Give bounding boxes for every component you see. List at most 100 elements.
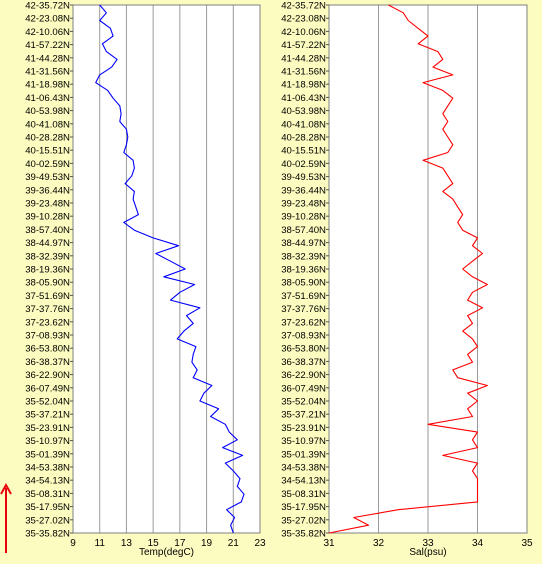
temp-y-tick-label: 35-35.82N xyxy=(25,529,70,540)
salinity-series-line xyxy=(328,4,488,534)
salinity-y-tick-label: 35-08.31N xyxy=(281,489,326,500)
salinity-y-tick-label: 35-23.91N xyxy=(281,423,326,434)
temp-y-tick-label: 37-51.69N xyxy=(25,291,70,302)
temp-y-tick-label: 39-23.48N xyxy=(25,199,70,210)
salinity-y-tick-label: 39-23.48N xyxy=(281,199,326,210)
salinity-x-tick-label: 33 xyxy=(422,538,434,549)
salinity-x-tick-label: 35 xyxy=(521,538,533,549)
temp-y-tick-label: 42-10.06N xyxy=(25,27,70,38)
temp-y-tick-label: 38-19.36N xyxy=(25,265,70,276)
temp-x-axis-label: Temp(degC) xyxy=(139,547,194,558)
temp-y-tick-label: 35-52.04N xyxy=(25,397,70,408)
temp-series-line xyxy=(95,4,245,534)
temp-x-tick-label: 11 xyxy=(95,538,106,549)
direction-arrow-head xyxy=(0,482,12,495)
salinity-y-tick-label: 39-36.44N xyxy=(281,185,326,196)
salinity-y-tick-label: 39-10.28N xyxy=(281,212,326,223)
temp-y-tick-label: 35-23.91N xyxy=(25,423,70,434)
salinity-y-tick-label: 35-01.39N xyxy=(281,449,326,460)
temp-y-tick-label: 41-18.98N xyxy=(25,80,70,91)
temp-y-tick-label: 36-38.37N xyxy=(25,357,70,368)
salinity-y-tick-label: 37-51.69N xyxy=(281,291,326,302)
salinity-y-tick-label: 40-53.98N xyxy=(281,106,326,117)
salinity-y-tick-label: 35-27.02N xyxy=(281,515,326,526)
temp-plot-area xyxy=(73,5,260,533)
temp-y-tick-label: 42-23.08N xyxy=(25,14,70,25)
salinity-y-tick-label: 36-22.90N xyxy=(281,370,326,381)
salinity-y-tick-label: 34-54.13N xyxy=(281,476,326,487)
salinity-y-tick-label: 37-23.62N xyxy=(281,317,326,328)
temp-y-tick-label: 39-10.28N xyxy=(25,212,70,223)
temp-y-tick-label: 36-07.49N xyxy=(25,383,70,394)
salinity-y-tick-label: 40-28.28N xyxy=(281,133,326,144)
temp-y-tick-label: 40-15.51N xyxy=(25,146,70,157)
salinity-y-tick-label: 35-52.04N xyxy=(281,397,326,408)
salinity-y-tick-label: 36-53.80N xyxy=(281,344,326,355)
salinity-y-tick-label: 35-10.97N xyxy=(281,436,326,447)
temp-y-tick-label: 36-22.90N xyxy=(25,370,70,381)
salinity-y-tick-label: 37-37.76N xyxy=(281,304,326,315)
temp-y-tick-label: 38-57.40N xyxy=(25,225,70,236)
salinity-y-tick-label: 38-19.36N xyxy=(281,265,326,276)
direction-arrow xyxy=(0,482,12,553)
salinity-y-tick-label: 38-32.39N xyxy=(281,251,326,262)
temp-y-tick-label: 41-57.22N xyxy=(25,40,70,51)
temp-y-tick-label: 40-02.59N xyxy=(25,159,70,170)
temp-x-tick-label: 19 xyxy=(201,538,213,549)
salinity-y-tick-label: 36-07.49N xyxy=(281,383,326,394)
temp-y-tick-label: 35-01.39N xyxy=(25,449,70,460)
salinity-y-tick-label: 42-35.72N xyxy=(281,1,326,12)
salinity-y-tick-label: 41-31.56N xyxy=(281,67,326,78)
salinity-y-tick-label: 36-38.37N xyxy=(281,357,326,368)
temp-y-tick-label: 40-41.08N xyxy=(25,119,70,130)
temp-y-tick-label: 35-27.02N xyxy=(25,515,70,526)
salinity-y-tick-label: 38-44.97N xyxy=(281,238,326,249)
temp-y-tick-label: 35-10.97N xyxy=(25,436,70,447)
temp-x-tick-label: 17 xyxy=(174,538,186,549)
salinity-y-tick-label: 40-02.59N xyxy=(281,159,326,170)
temp-y-tick-label: 35-17.95N xyxy=(25,502,70,513)
temp-x-tick-label: 23 xyxy=(254,538,266,549)
salinity-panel: 42-35.72N 42-23.08N 42-10.06N 41-57.22N 41-4… xyxy=(281,1,533,559)
salinity-y-tick-label: 40-41.08N xyxy=(281,119,326,130)
temp-y-tick-label: 41-31.56N xyxy=(25,67,70,78)
salinity-y-tick-label: 38-57.40N xyxy=(281,225,326,236)
temp-y-tick-label: 41-06.43N xyxy=(25,93,70,104)
salinity-y-tick-label: 40-15.51N xyxy=(281,146,326,157)
temp-y-tick-label: 35-08.31N xyxy=(25,489,70,500)
temp-y-tick-label: 37-08.93N xyxy=(25,331,70,342)
salinity-y-tick-label: 38-05.90N xyxy=(281,278,326,289)
salinity-y-tick-label: 41-44.28N xyxy=(281,53,326,64)
salinity-x-axis-label: Sal(psu) xyxy=(409,547,446,558)
temp-y-tick-label: 37-37.76N xyxy=(25,304,70,315)
salinity-y-tick-label: 42-10.06N xyxy=(281,27,326,38)
temp-y-tick-label: 42-35.72N xyxy=(25,1,70,12)
temp-panel: 42-35.72N 42-23.08N 42-10.06N 41-57.22N 41-4… xyxy=(25,1,266,559)
temp-y-tick-label: 34-53.38N xyxy=(25,463,70,474)
salinity-y-tick-label: 41-57.22N xyxy=(281,40,326,51)
salinity-y-tick-label: 35-17.95N xyxy=(281,502,326,513)
salinity-x-tick-label: 34 xyxy=(472,538,484,549)
salinity-y-tick-label: 35-35.82N xyxy=(281,529,326,540)
temp-x-tick-label: 9 xyxy=(70,538,76,549)
temp-y-tick-label: 36-53.80N xyxy=(25,344,70,355)
temp-y-tick-label: 37-23.62N xyxy=(25,317,70,328)
salinity-y-tick-label: 39-49.53N xyxy=(281,172,326,183)
temp-y-tick-label: 38-44.97N xyxy=(25,238,70,249)
salinity-y-tick-label: 35-37.21N xyxy=(281,410,326,421)
salinity-y-tick-label: 41-18.98N xyxy=(281,80,326,91)
salinity-y-tick-label: 34-53.38N xyxy=(281,463,326,474)
temp-y-tick-label: 38-32.39N xyxy=(25,251,70,262)
temp-y-tick-label: 40-53.98N xyxy=(25,106,70,117)
temp-y-tick-label: 39-49.53N xyxy=(25,172,70,183)
temp-y-tick-label: 39-36.44N xyxy=(25,185,70,196)
temp-x-tick-label: 21 xyxy=(228,538,240,549)
temp-y-tick-label: 40-28.28N xyxy=(25,133,70,144)
temp-y-tick-label: 34-54.13N xyxy=(25,476,70,487)
salinity-x-tick-label: 31 xyxy=(323,538,335,549)
salinity-y-tick-label: 37-08.93N xyxy=(281,331,326,342)
temp-y-tick-label: 38-05.90N xyxy=(25,278,70,289)
temp-y-tick-label: 41-44.28N xyxy=(25,53,70,64)
temp-y-tick-label: 35-37.21N xyxy=(25,410,70,421)
